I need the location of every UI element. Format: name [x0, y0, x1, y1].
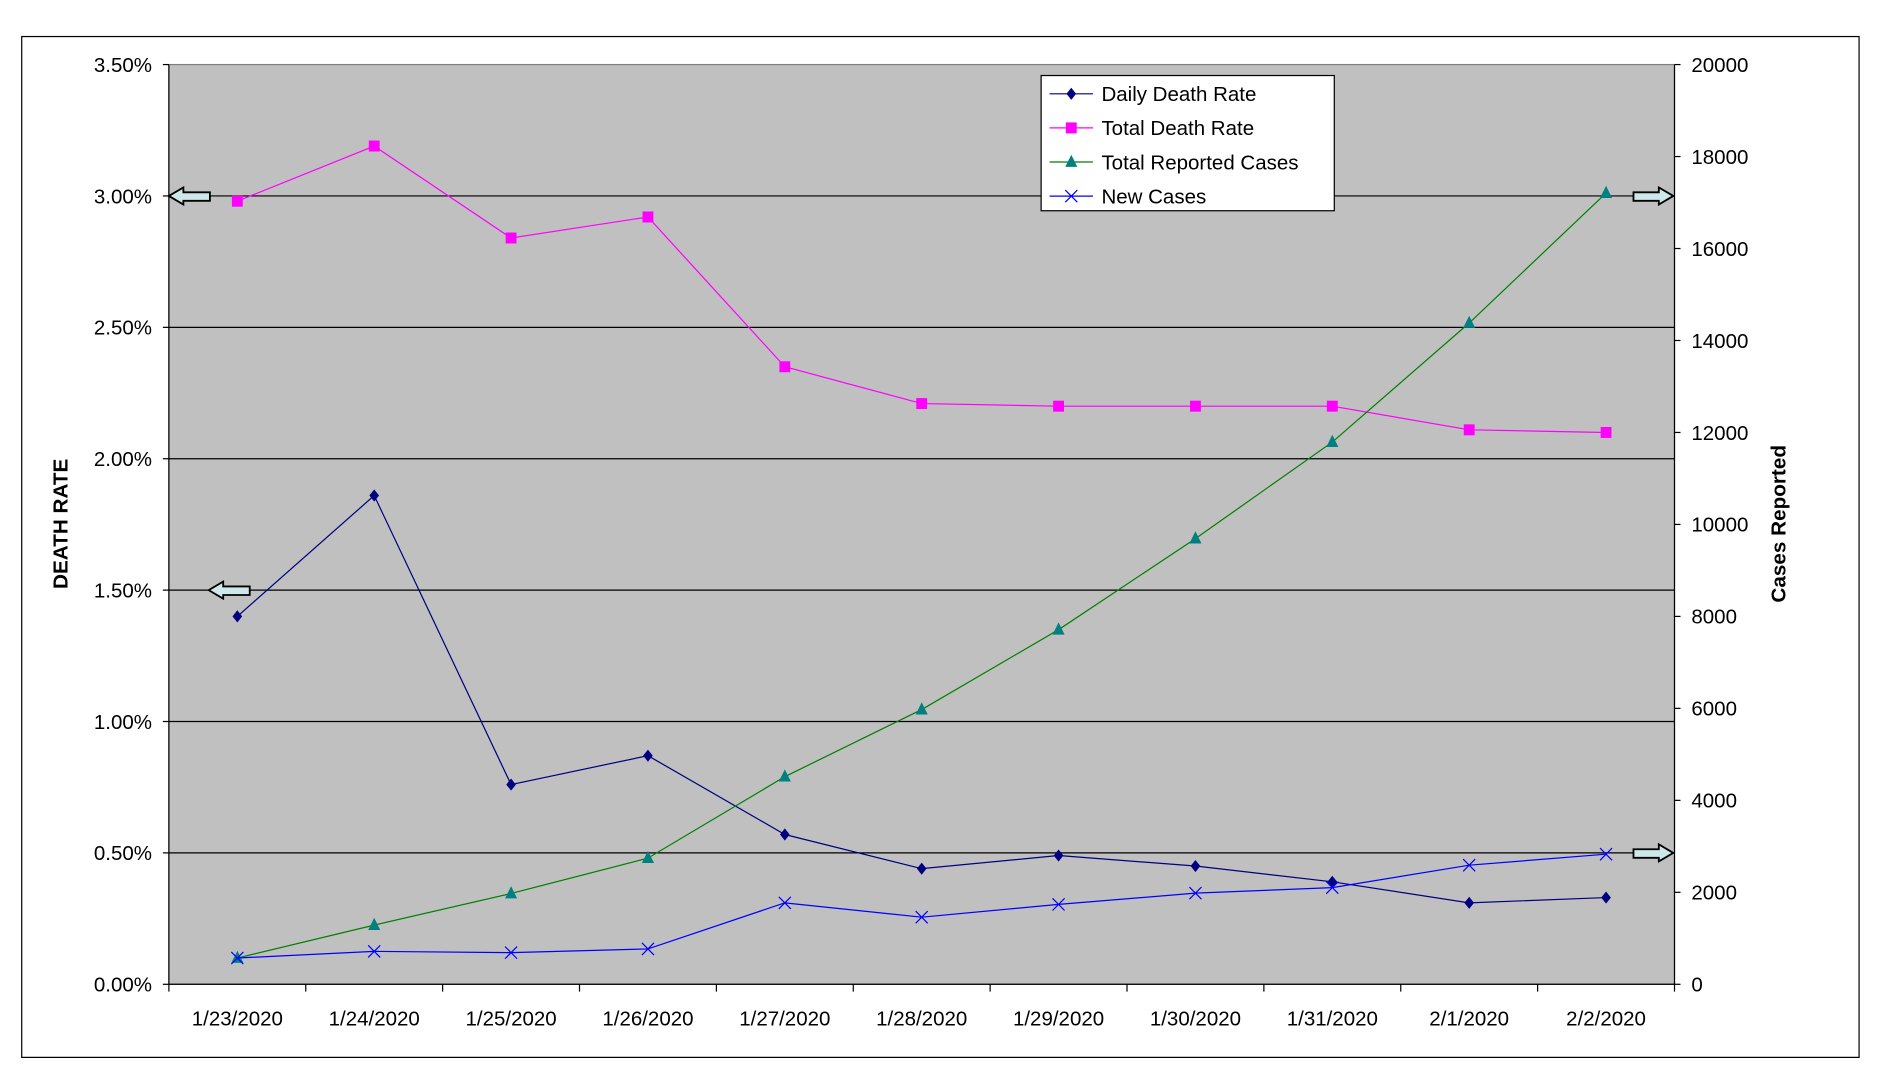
y2-tick-label: 20000 — [1691, 54, 1748, 77]
legend: Daily Death Rate Total Death Rate Total Re… — [1040, 74, 1335, 212]
total-reported-cases-point — [368, 917, 381, 930]
y2-tick-label: 4000 — [1691, 790, 1737, 813]
total-death-rate-point — [505, 232, 517, 244]
y-tick-label: 3.50% — [94, 54, 152, 77]
y-tick-label: 1.00% — [94, 711, 152, 734]
total-death-rate-point — [1053, 400, 1064, 412]
daily-death-rate-point — [506, 778, 516, 791]
total-death-rate-point — [1463, 424, 1475, 436]
daily-death-rate-point — [1053, 849, 1064, 862]
total-death-rate-point — [779, 361, 791, 373]
total-reported-cases-point — [231, 950, 244, 963]
y-tick-label: 0.50% — [94, 842, 152, 865]
total-death-rate-point — [231, 195, 243, 207]
y2-axis-title: Cases Reported — [1768, 445, 1791, 603]
y-tick-label: 0.00% — [94, 974, 152, 997]
x-tick-label: 2/1/2020 — [1429, 1008, 1509, 1031]
new-cases-point — [641, 942, 655, 956]
x-tick-label: 1/28/2020 — [876, 1008, 967, 1031]
y-axis-title: DEATH RATE — [50, 459, 73, 589]
y2-tick-label: 6000 — [1691, 698, 1737, 721]
daily-death-rate-point — [1464, 896, 1475, 909]
right-arrow-icon — [1632, 185, 1676, 207]
new-cases-series — [230, 847, 1613, 965]
total-reported-cases-point — [1189, 531, 1202, 544]
left-arrow-icon — [206, 580, 251, 601]
new-cases-point — [1188, 886, 1202, 900]
y2-tick-label: 0 — [1691, 974, 1702, 997]
plot-area — [168, 63, 1676, 985]
total-death-rate-series — [231, 140, 1612, 438]
legend-label: Total Reported Cases — [1101, 151, 1298, 174]
total-reported-cases-point — [641, 850, 654, 863]
total-reported-cases-point — [1052, 622, 1065, 635]
daily-death-rate-point — [779, 828, 790, 841]
y2-tick-label: 14000 — [1691, 330, 1748, 353]
legend-label: New Cases — [1101, 185, 1206, 208]
new-cases-point — [1325, 881, 1339, 895]
y2-tick-label: 10000 — [1691, 514, 1748, 537]
x-tick-label: 1/29/2020 — [1013, 1008, 1104, 1031]
legend-marker-square — [1065, 122, 1077, 134]
right-arrow-icon — [1632, 842, 1676, 864]
total-reported-cases-point — [915, 702, 928, 715]
total-reported-cases-point — [778, 769, 791, 782]
y2-tick-label: 18000 — [1691, 146, 1748, 169]
new-cases-point — [1599, 847, 1613, 861]
new-cases-point — [367, 944, 381, 958]
legend-label: Daily Death Rate — [1101, 83, 1256, 106]
x-tick-label: 1/27/2020 — [739, 1008, 830, 1031]
legend-label: Total Death Rate — [1101, 117, 1254, 140]
x-tick-label: 1/24/2020 — [329, 1008, 420, 1031]
daily-death-rate-series — [232, 489, 1611, 909]
total-reported-cases-point — [1463, 315, 1476, 328]
total-reported-cases-series — [231, 185, 1613, 963]
total-reported-cases-point — [505, 886, 518, 899]
new-cases-point — [1052, 897, 1066, 911]
y-tick-label: 2.00% — [94, 448, 152, 471]
daily-death-rate-point — [916, 862, 927, 875]
new-cases-point — [504, 946, 518, 960]
daily-death-rate-point — [643, 749, 653, 762]
y2-tick-label: 12000 — [1691, 422, 1748, 445]
x-tick-label: 1/25/2020 — [465, 1008, 556, 1031]
new-cases-point — [778, 896, 792, 910]
total-death-rate-point — [1190, 400, 1201, 412]
total-death-rate-point — [1326, 400, 1338, 412]
y2-tick-label: 16000 — [1691, 238, 1748, 261]
new-cases-point — [1462, 858, 1476, 872]
x-tick-label: 1/26/2020 — [602, 1008, 693, 1031]
x-tick-label: 1/31/2020 — [1287, 1008, 1378, 1031]
y-tick-label: 2.50% — [94, 317, 152, 340]
legend-marker-x — [1064, 189, 1078, 203]
y-tick-label: 3.00% — [94, 185, 152, 208]
new-cases-point — [230, 951, 244, 965]
x-tick-label: 1/23/2020 — [192, 1008, 283, 1031]
daily-death-rate-point — [232, 610, 243, 623]
y2-tick-label: 8000 — [1691, 606, 1737, 629]
daily-death-rate-point — [1190, 859, 1201, 873]
x-tick-label: 2/2/2020 — [1566, 1008, 1646, 1031]
total-death-rate-point — [1600, 426, 1612, 438]
legend-box — [1040, 74, 1335, 212]
new-cases-point — [915, 910, 929, 924]
total-death-rate-point — [368, 140, 380, 152]
x-tick-label: 1/30/2020 — [1150, 1008, 1241, 1031]
total-death-rate-point — [642, 211, 654, 223]
total-death-rate-point — [916, 398, 928, 410]
daily-death-rate-point — [1601, 891, 1611, 904]
total-reported-cases-point — [1326, 434, 1339, 447]
y2-tick-label: 2000 — [1691, 882, 1737, 905]
total-reported-cases-point — [1600, 185, 1613, 198]
legend-marker-diamond — [1066, 87, 1077, 100]
left-arrow-icon — [167, 185, 211, 207]
legend-marker-triangle — [1065, 154, 1078, 167]
y-tick-label: 1.50% — [94, 579, 152, 602]
